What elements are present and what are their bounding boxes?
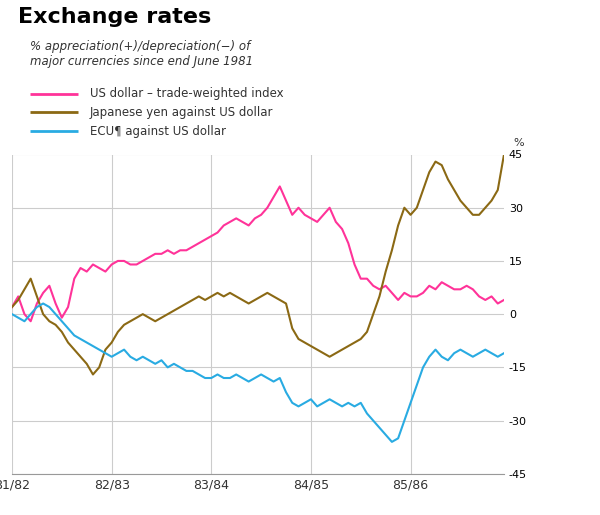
Text: %: % bbox=[514, 138, 524, 148]
Text: ECU¶ against US dollar: ECU¶ against US dollar bbox=[90, 125, 226, 138]
Text: % appreciation(+)/depreciation(−) of
major currencies since end June 1981: % appreciation(+)/depreciation(−) of maj… bbox=[30, 40, 253, 68]
Text: US dollar – trade-weighted index: US dollar – trade-weighted index bbox=[90, 87, 284, 100]
Text: Japanese yen against US dollar: Japanese yen against US dollar bbox=[90, 106, 274, 119]
Text: Exchange rates: Exchange rates bbox=[18, 7, 211, 27]
